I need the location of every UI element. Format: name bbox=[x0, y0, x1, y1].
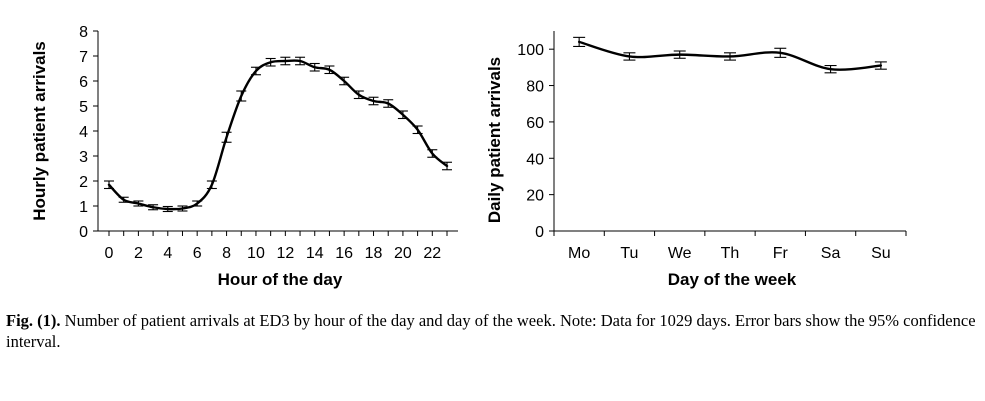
right-x-tick-label: Mo bbox=[568, 245, 590, 262]
right-y-tick-label: 0 bbox=[535, 224, 544, 241]
left-y-tick-label: 6 bbox=[79, 74, 88, 91]
left-x-tick-label: 2 bbox=[134, 245, 143, 262]
right-y-tick-label: 80 bbox=[526, 79, 544, 96]
left-y-tick-label: 2 bbox=[79, 174, 88, 191]
left-y-tick-label: 7 bbox=[79, 49, 88, 66]
right-y-tick-label: 60 bbox=[526, 115, 544, 132]
right-x-tick-label: We bbox=[668, 245, 692, 262]
left-y-tick-label: 5 bbox=[79, 99, 88, 116]
left-x-tick-label: 0 bbox=[105, 245, 114, 262]
left-y-tick-label: 4 bbox=[79, 124, 88, 141]
left-x-tick-label: 18 bbox=[365, 245, 383, 262]
right-y-tick-label: 20 bbox=[526, 188, 544, 205]
left-y-tick-label: 0 bbox=[79, 224, 88, 241]
left-x-tick-label: 6 bbox=[193, 245, 202, 262]
left-y-tick-label: 3 bbox=[79, 149, 88, 166]
daily-arrivals-chart: 0 20 40 60 80 100 Mo Tu We Th Fr Sa Su Day of the w… bbox=[485, 31, 907, 289]
left-x-tick-label: 16 bbox=[335, 245, 353, 262]
right-y-tick-label: 40 bbox=[526, 151, 544, 168]
caption-label: Fig. (1). bbox=[6, 311, 61, 330]
right-x-tick-label: Sa bbox=[821, 245, 841, 262]
caption-text: Number of patient arrivals at ED3 by hou… bbox=[6, 311, 976, 351]
right-x-axis-label: Day of the week bbox=[668, 270, 797, 289]
left-x-tick-label: 22 bbox=[423, 245, 441, 262]
left-x-tick-label: 8 bbox=[222, 245, 231, 262]
right-x-tick-label: Fr bbox=[773, 245, 789, 262]
hourly-arrivals-line bbox=[107, 59, 449, 211]
left-x-axis-label: Hour of the day bbox=[218, 270, 343, 289]
left-x-tick-label: 10 bbox=[247, 245, 265, 262]
left-x-tick-label: 4 bbox=[163, 245, 172, 262]
right-x-tick-label: Su bbox=[871, 245, 891, 262]
left-y-tick-label: 8 bbox=[79, 24, 88, 41]
left-y-tick-label: 1 bbox=[79, 199, 88, 216]
right-y-axis-label: Daily patient arrivals bbox=[485, 57, 504, 223]
left-x-tick-label: 12 bbox=[276, 245, 294, 262]
right-y-tick-label: 100 bbox=[517, 42, 544, 59]
figure-caption: Fig. (1). Number of patient arrivals at … bbox=[6, 310, 976, 352]
left-x-tick-label: 14 bbox=[306, 245, 324, 262]
right-x-tick-label: Th bbox=[721, 245, 740, 262]
left-y-axis-label: Hourly patient arrivals bbox=[30, 41, 49, 221]
left-x-tick-label: 20 bbox=[394, 245, 412, 262]
right-x-tick-label: Tu bbox=[620, 245, 638, 262]
